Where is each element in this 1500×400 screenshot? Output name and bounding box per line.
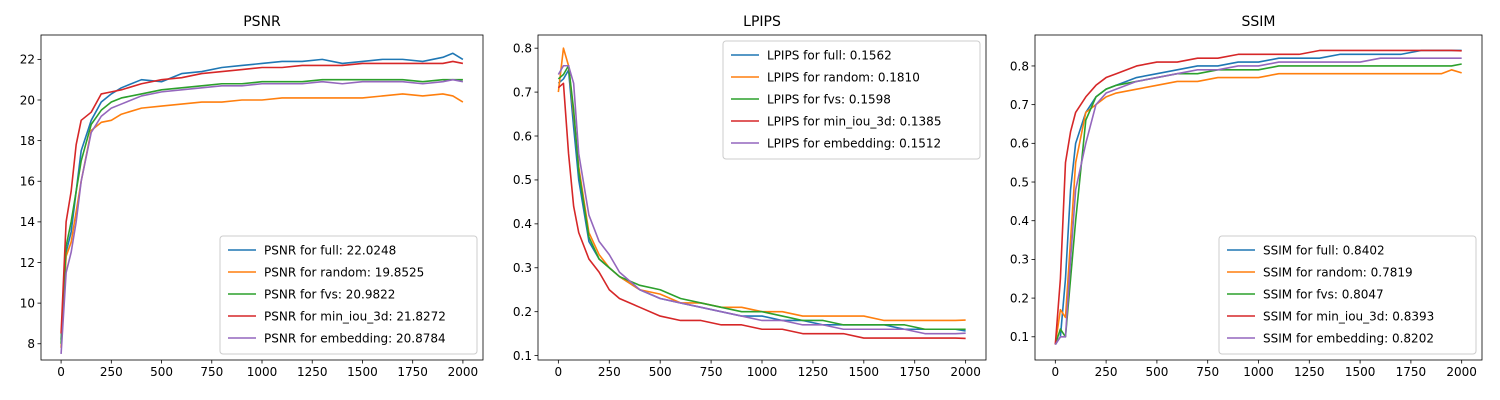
ssim-legend-entry-fvs: SSIM for fvs: 0.8047 — [1263, 288, 1384, 302]
psnr-y-tick-label: 14 — [20, 215, 35, 229]
ssim-series-line-random — [1054, 69, 1462, 345]
ssim-legend: SSIM for full: 0.8402 SSIM for random: 0.… — [1218, 235, 1477, 355]
lpips-legend-entry-random: LPIPS for random: 0.1810 — [767, 71, 920, 85]
lpips-series-line-min_iou_3d — [557, 82, 966, 340]
psnr-legend-entry-min_iou_3d: PSNR for min_iou_3d: 21.8272 — [264, 310, 446, 324]
lpips-x-tick-label: 1750 — [899, 365, 930, 379]
lpips-y-tick-label: 0.7 — [513, 85, 532, 99]
ssim-y-tick-label: 0.2 — [1010, 291, 1029, 305]
lpips-title: LPIPS — [743, 14, 781, 30]
lpips-y-tick-label: 0.5 — [513, 173, 532, 187]
ssim-y-tick-label: 0.1 — [1010, 330, 1029, 344]
ssim-title: SSIM — [1242, 14, 1276, 30]
psnr-series-line-embedding — [60, 78, 464, 354]
psnr-series-line-min_iou_3d — [60, 60, 464, 334]
psnr-series-line-full — [60, 52, 464, 340]
ssim-series-line-embedding — [1054, 57, 1462, 345]
psnr-x-tick-label: 750 — [200, 365, 223, 379]
ssim-x-tick-label: 1250 — [1294, 365, 1325, 379]
lpips-legend-entry-embedding: LPIPS for embedding: 0.1512 — [767, 137, 941, 151]
lpips-y-tick-label: 0.8 — [513, 41, 532, 55]
ssim-series-line-min_iou_3d — [1054, 49, 1462, 345]
ssim-series-line-full — [1054, 49, 1462, 345]
psnr-series-group — [60, 52, 464, 354]
lpips-y-tick-label: 0.4 — [513, 217, 532, 231]
psnr-title: PSNR — [243, 14, 281, 30]
psnr-legend-entry-embedding: PSNR for embedding: 20.8784 — [264, 332, 446, 346]
psnr-y-tick-label: 12 — [20, 256, 35, 270]
lpips-x-tick-label: 250 — [598, 365, 621, 379]
psnr-y-tick-label: 8 — [27, 337, 35, 351]
ssim-legend-entry-min_iou_3d: SSIM for min_iou_3d: 0.8393 — [1263, 310, 1434, 324]
ssim-x-tick-label: 750 — [1196, 365, 1219, 379]
lpips-y-tick-label: 0.1 — [513, 349, 532, 363]
psnr-x-tick-label: 1250 — [297, 365, 328, 379]
psnr-legend-entry-full: PSNR for full: 22.0248 — [264, 244, 396, 258]
psnr-series-line-fvs — [60, 78, 463, 344]
ssim-y-tick-label: 0.5 — [1010, 175, 1029, 189]
lpips-legend: LPIPS for full: 0.1562 LPIPS for random: … — [722, 40, 981, 160]
ssim-series-group — [1054, 49, 1462, 345]
ssim-x-tick-label: 500 — [1145, 365, 1168, 379]
psnr-y-tick-label: 16 — [20, 175, 35, 189]
lpips-y-tick-label: 0.3 — [513, 261, 532, 275]
psnr-x-tick-label: 0 — [57, 365, 65, 379]
psnr-legend-entry-fvs: PSNR for fvs: 20.9822 — [264, 288, 395, 302]
psnr-legend-entry-random: PSNR for random: 19.8525 — [264, 266, 424, 280]
psnr-legend-box — [219, 235, 478, 355]
psnr-y-tick-label: 22 — [20, 53, 35, 67]
ssim-legend-box — [1218, 235, 1477, 355]
ssim-y-tick-label: 0.6 — [1010, 137, 1029, 151]
lpips-x-tick-label: 500 — [649, 365, 672, 379]
lpips-x-tick-label: 1500 — [849, 365, 880, 379]
psnr-x-tick-label: 500 — [150, 365, 173, 379]
chart-ssim: SSIM 0 250 500 750 1000 1250 1500 1750 2000 0.1 0.2… — [1010, 14, 1483, 379]
ssim-x-tick-label: 1500 — [1345, 365, 1376, 379]
psnr-x-tick-label: 2000 — [448, 365, 479, 379]
ssim-legend-entry-full: SSIM for full: 0.8402 — [1263, 244, 1385, 258]
chart-lpips: LPIPS 0 250 500 750 1000 1250 1500 1750 2000 0.1 0.… — [513, 14, 987, 379]
psnr-x-tick-label: 1500 — [347, 365, 378, 379]
lpips-x-tick-label: 750 — [700, 365, 723, 379]
ssim-x-tick-label: 0 — [1051, 365, 1059, 379]
lpips-y-tick-label: 0.2 — [513, 305, 532, 319]
psnr-x-tick-label: 1750 — [397, 365, 428, 379]
psnr-x-tick-label: 1000 — [247, 365, 278, 379]
lpips-x-tick-label: 1250 — [798, 365, 829, 379]
lpips-x-tick-label: 2000 — [950, 365, 981, 379]
ssim-x-tick-label: 250 — [1095, 365, 1118, 379]
ssim-legend-entry-embedding: SSIM for embedding: 0.8202 — [1263, 332, 1434, 346]
ssim-y-tick-label: 0.7 — [1010, 98, 1029, 112]
lpips-legend-box — [722, 40, 981, 160]
ssim-x-tick-label: 1000 — [1243, 365, 1274, 379]
lpips-series-group — [557, 47, 966, 340]
lpips-x-tick-label: 0 — [555, 365, 563, 379]
ssim-x-tick-label: 1750 — [1396, 365, 1427, 379]
lpips-series-line-fvs — [557, 64, 966, 331]
psnr-legend: PSNR for full: 22.0248 PSNR for random: 1… — [219, 235, 478, 355]
lpips-series-line-embedding — [557, 64, 966, 335]
lpips-legend-entry-full: LPIPS for full: 0.1562 — [767, 49, 892, 63]
ssim-y-tick-label: 0.8 — [1010, 59, 1029, 73]
chart-psnr: PSNR 0 250 500 750 1000 1250 1500 1750 2000 8 10 12 1… — [20, 14, 484, 379]
psnr-y-tick-label: 18 — [20, 134, 35, 148]
ssim-legend-entry-random: SSIM for random: 0.7819 — [1263, 266, 1413, 280]
psnr-y-tick-label: 10 — [20, 296, 35, 310]
ssim-y-tick-label: 0.4 — [1010, 214, 1029, 228]
lpips-legend-entry-fvs: LPIPS for fvs: 0.1598 — [767, 93, 891, 107]
lpips-legend-entry-min_iou_3d: LPIPS for min_iou_3d: 0.1385 — [767, 115, 941, 129]
psnr-y-tick-label: 20 — [20, 93, 35, 107]
ssim-y-tick-label: 0.3 — [1010, 253, 1029, 267]
psnr-x-tick-label: 250 — [100, 365, 123, 379]
lpips-y-tick-label: 0.6 — [513, 129, 532, 143]
ssim-x-tick-label: 2000 — [1446, 365, 1477, 379]
lpips-x-tick-label: 1000 — [747, 365, 778, 379]
